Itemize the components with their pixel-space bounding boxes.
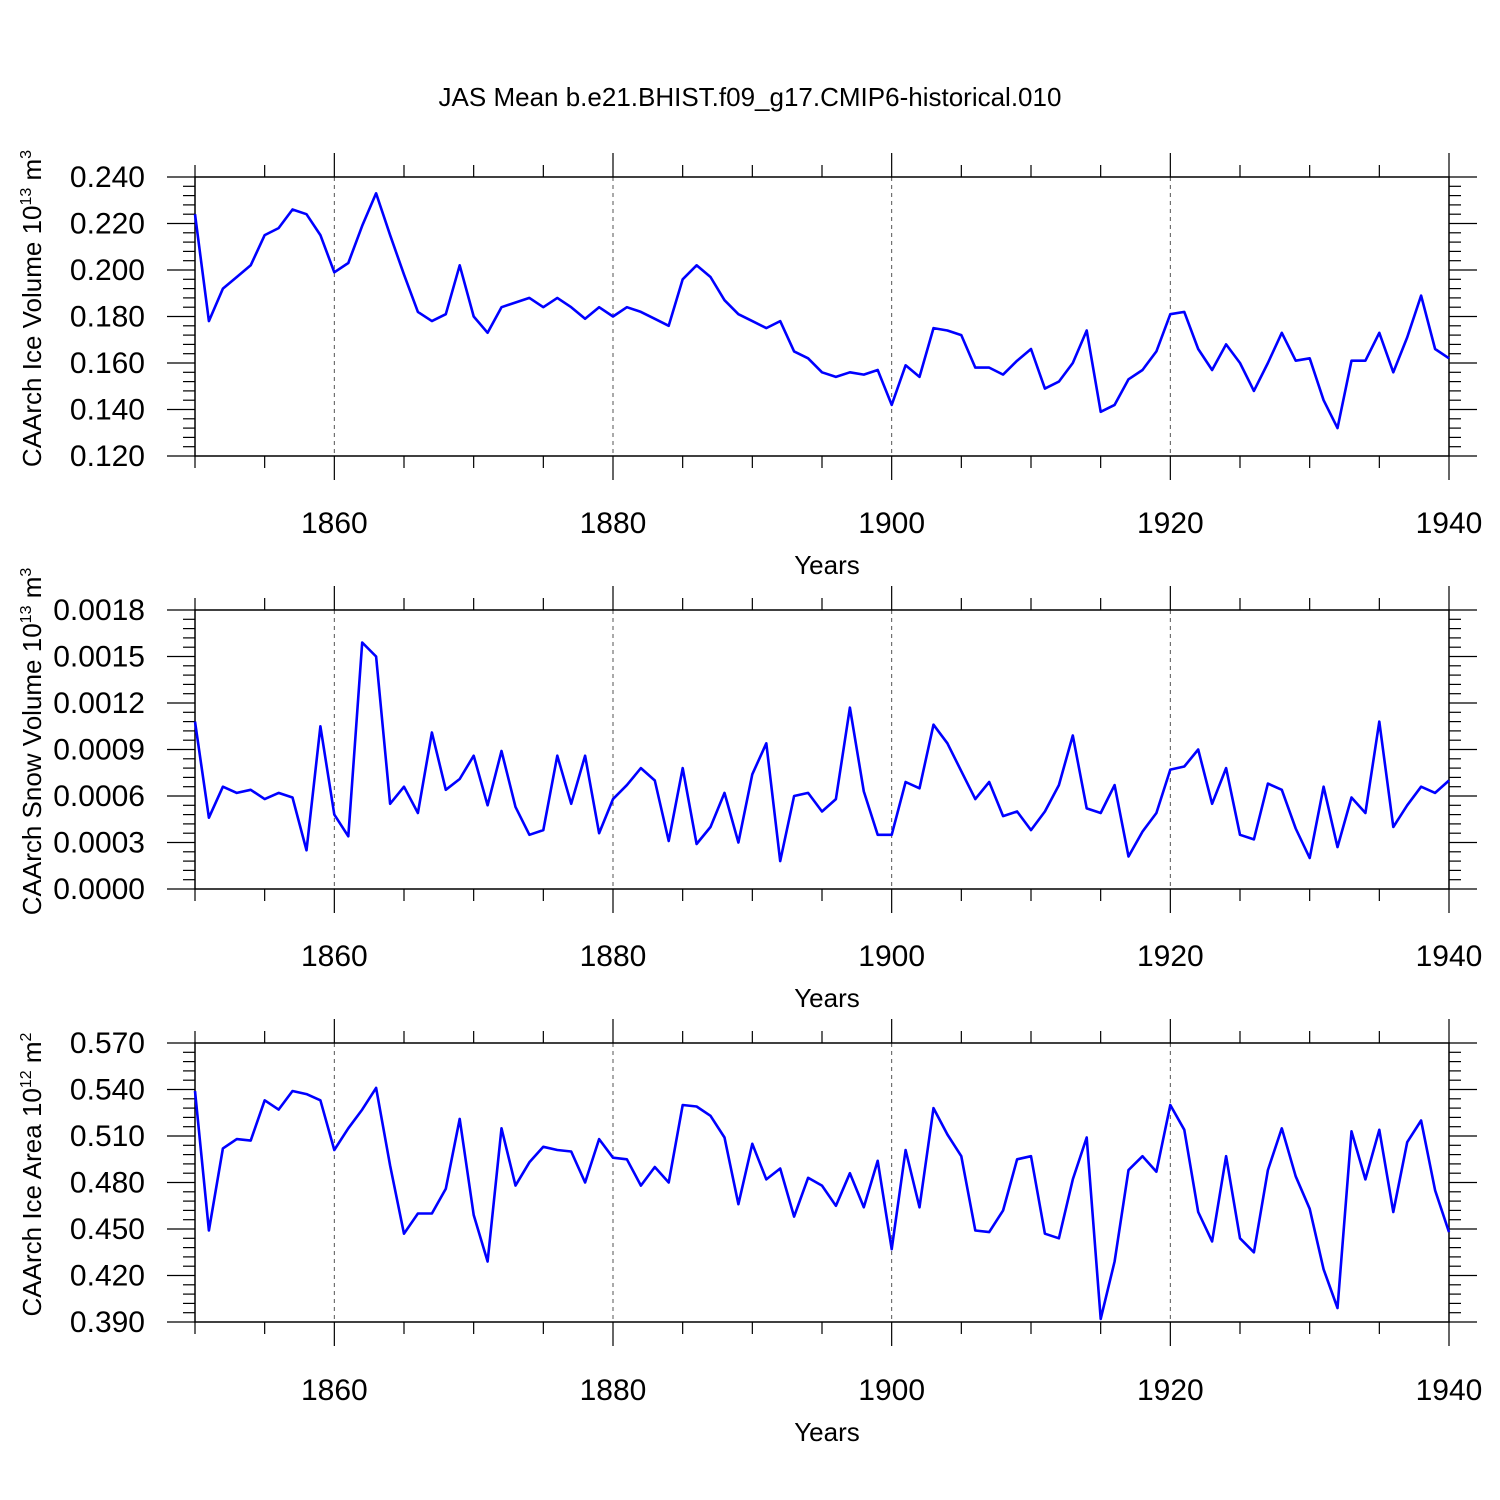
y-tick-label: 0.450 — [70, 1213, 145, 1246]
panel-ice-volume: 1860 1880 1900 1920 1940 0.120 0.140 0.160 0.180… — [17, 150, 1482, 580]
y-tick-label: 0.0015 — [53, 641, 145, 674]
y-tick-label: 0.0000 — [53, 873, 145, 906]
y-tick-label: 0.0003 — [53, 827, 145, 860]
y-axis-label: CAArch Ice Volume 1013 m3 — [17, 150, 47, 467]
series-line-ice-area — [193, 1086, 1451, 1321]
y-tick-label: 0.0012 — [53, 687, 145, 720]
y-tick-label: 0.390 — [70, 1306, 145, 1339]
panel-ice-area: 1860 1880 1900 1920 1940 0.390 0.420 0.450 0.480… — [17, 1019, 1482, 1447]
x-tick-label: 1860 — [301, 940, 368, 973]
y-axis-label: CAArch Snow Volume 1013 m3 — [17, 568, 47, 916]
y-tick-label: 0.140 — [70, 394, 145, 427]
x-tick-label: 1900 — [858, 507, 925, 540]
x-tick-label: 1920 — [1137, 507, 1204, 540]
y-tick-label: 0.540 — [70, 1074, 145, 1107]
y-tick-label: 0.0009 — [53, 734, 145, 767]
plot-frame — [194, 176, 1450, 457]
x-axis-label: Years — [794, 983, 860, 1013]
y-tick-label: 0.180 — [70, 301, 145, 334]
x-axis-label: Years — [794, 1417, 860, 1447]
x-tick-label: 1900 — [858, 1374, 925, 1407]
y-axis-label: CAArch Ice Area 1012 m2 — [17, 1032, 47, 1316]
x-tick-label: 1940 — [1416, 1374, 1483, 1407]
x-tick-label: 1880 — [580, 507, 647, 540]
series-line-snow-volume — [193, 641, 1450, 863]
x-tick-label: 1880 — [580, 940, 647, 973]
x-tick-label: 1920 — [1137, 1374, 1204, 1407]
x-axis-label: Years — [794, 550, 860, 580]
x-tick-label: 1860 — [301, 1374, 368, 1407]
x-tick-label: 1900 — [858, 940, 925, 973]
x-tick-label: 1940 — [1416, 507, 1483, 540]
y-tick-label: 0.510 — [70, 1120, 145, 1153]
x-tick-label: 1920 — [1137, 940, 1204, 973]
y-tick-label: 0.0018 — [53, 594, 145, 627]
y-tick-label: 0.220 — [70, 208, 145, 241]
series-line-ice-volume — [193, 192, 1450, 430]
x-tick-label: 1860 — [301, 507, 368, 540]
y-tick-label: 0.160 — [70, 347, 145, 380]
y-tick-label: 0.0006 — [53, 780, 145, 813]
panel-snow-volume: 1860 1880 1900 1920 1940 0.0000 0.0003 0.0006 0.… — [17, 568, 1482, 1013]
plot-frame — [194, 609, 1450, 890]
y-tick-label: 0.200 — [70, 254, 145, 287]
y-tick-label: 0.570 — [70, 1027, 145, 1060]
x-tick-label: 1940 — [1416, 940, 1483, 973]
y-tick-label: 0.480 — [70, 1167, 145, 1200]
panels: 1860 1880 1900 1920 1940 0.120 0.140 0.160 0.180… — [17, 150, 1482, 1447]
x-tick-label: 1880 — [580, 1374, 647, 1407]
y-tick-label: 0.120 — [70, 440, 145, 473]
plot-frame — [194, 1042, 1450, 1323]
y-tick-label: 0.240 — [70, 161, 145, 194]
y-tick-label: 0.420 — [70, 1260, 145, 1293]
chart-title: JAS Mean b.e21.BHIST.f09_g17.CMIP6-histo… — [439, 82, 1062, 112]
